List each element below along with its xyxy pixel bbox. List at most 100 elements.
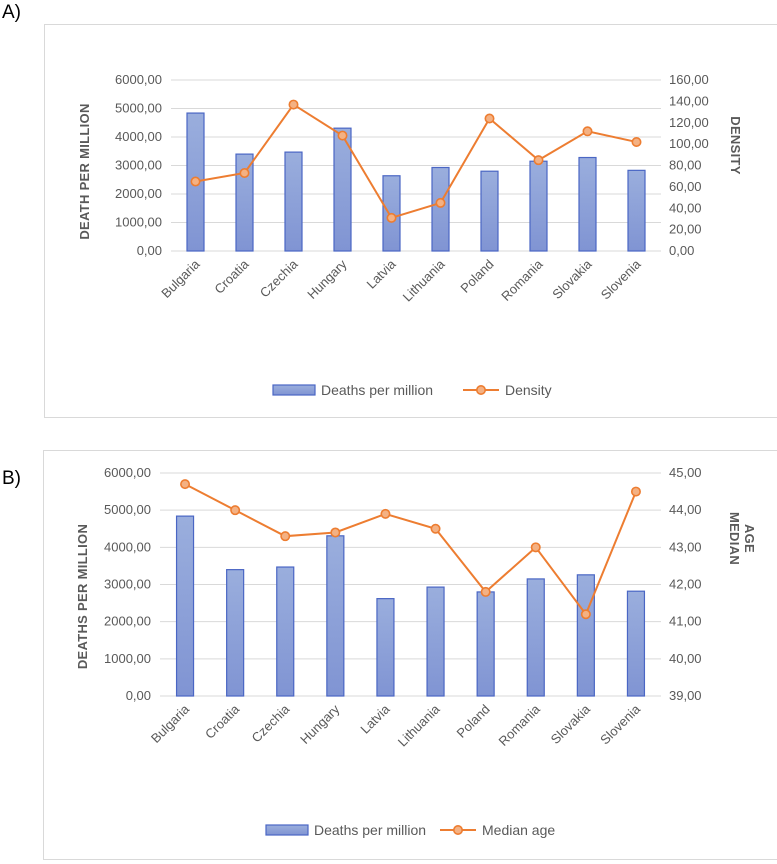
bar-hungary xyxy=(326,535,345,697)
category-label-slovakia: Slovakia xyxy=(549,256,595,302)
left-axis-tick-label: 2000,00 xyxy=(115,186,162,201)
right-axis-tick-label: 140,00 xyxy=(669,93,709,108)
line-point-poland xyxy=(484,113,495,124)
right-axis-tick-label: 45,00 xyxy=(669,465,702,480)
right-axis-tick-label: 100,00 xyxy=(669,136,709,151)
legend-line-marker xyxy=(475,384,486,395)
right-axis-tick-label: 43,00 xyxy=(669,539,702,554)
right-axis-title: AGE xyxy=(742,524,757,553)
right-axis-tick-label: 60,00 xyxy=(669,179,702,194)
bar-croatia xyxy=(235,153,254,252)
category-label-lithuania: Lithuania xyxy=(400,256,448,304)
bar-poland xyxy=(476,591,495,697)
bar-latvia xyxy=(376,598,395,697)
bar-lithuania xyxy=(426,586,445,697)
right-axis-tick-label: 40,00 xyxy=(669,200,702,215)
chart-b-frame: 0,00 1000,00 2000,00 3000,00 4000,00 5000,00 6… xyxy=(43,450,777,860)
category-label-hungary: Hungary xyxy=(297,701,343,747)
category-label-czechia: Czechia xyxy=(249,701,293,745)
left-axis-tick-label: 3000,00 xyxy=(115,158,162,173)
right-axis-tick-label: 40,00 xyxy=(669,651,702,666)
bar-romania xyxy=(526,578,545,697)
line-point-bulgaria xyxy=(190,176,201,187)
category-label-poland: Poland xyxy=(457,257,496,296)
legend: Deaths per million Median age xyxy=(265,822,555,838)
legend-line-marker xyxy=(452,824,463,835)
line-point-latvia xyxy=(380,508,391,519)
left-axis-tick-label: 5000,00 xyxy=(115,101,162,116)
left-axis-tick-label: 4000,00 xyxy=(104,539,151,554)
bar-romania xyxy=(529,160,548,252)
legend-bar-swatch xyxy=(265,824,309,836)
bar-slovenia xyxy=(626,590,646,697)
category-label-poland: Poland xyxy=(454,702,493,741)
left-axis-title: DEATH PER MILLION xyxy=(77,103,92,239)
bar-slovakia xyxy=(578,156,597,252)
legend-bar-label: Deaths per million xyxy=(321,382,433,398)
panel-b-label: B) xyxy=(2,468,21,489)
category-label-romania: Romania xyxy=(498,256,546,304)
category-label-slovakia: Slovakia xyxy=(548,701,594,747)
bar-czechia xyxy=(276,566,295,697)
left-axis-tick-label: 0,00 xyxy=(126,688,151,703)
line-point-poland xyxy=(480,586,491,597)
right-axis-tick-label: 44,00 xyxy=(669,502,702,517)
series-line-density xyxy=(195,103,637,220)
legend-bar-swatch xyxy=(272,384,316,396)
line-point-croatia xyxy=(239,167,250,178)
line-point-slovakia xyxy=(582,126,593,137)
right-axis-tick-label: 80,00 xyxy=(669,158,702,173)
series-line-median-age xyxy=(184,483,637,617)
category-label-romania: Romania xyxy=(495,701,543,749)
bar-slovenia xyxy=(627,169,646,252)
left-axis-tick-label: 4000,00 xyxy=(115,129,162,144)
category-label-croatia: Croatia xyxy=(202,701,243,742)
legend-line-label: Median age xyxy=(482,822,555,838)
category-label-slovenia: Slovenia xyxy=(597,701,643,747)
bar-bulgaria xyxy=(175,515,195,697)
category-label-bulgaria: Bulgaria xyxy=(148,701,193,746)
left-axis-tick-label: 1000,00 xyxy=(115,215,162,230)
line-point-czechia xyxy=(280,531,291,542)
category-label-czechia: Czechia xyxy=(257,256,301,300)
line-point-croatia xyxy=(230,505,241,516)
line-point-romania xyxy=(533,155,544,166)
right-axis-title: MEDIAN xyxy=(727,512,742,565)
line-point-slovenia xyxy=(631,136,642,147)
panel-a-label: A) xyxy=(2,2,21,23)
right-axis-tick-label: 20,00 xyxy=(669,222,702,237)
category-label-latvia: Latvia xyxy=(363,256,399,292)
line-point-hungary xyxy=(337,130,348,141)
right-axis-tick-label: 39,00 xyxy=(669,688,702,703)
category-label-hungary: Hungary xyxy=(304,256,350,302)
chart-a-frame: 0,00 1000,00 2000,00 3000,00 4000,00 5000,00 6… xyxy=(44,24,777,418)
category-label-slovenia: Slovenia xyxy=(598,256,644,302)
chart-b: 0,00 1000,00 2000,00 3000,00 4000,00 5000,00 6… xyxy=(75,465,757,838)
right-axis-tick-label: 42,00 xyxy=(669,577,702,592)
line-point-romania xyxy=(530,542,541,553)
category-label-croatia: Croatia xyxy=(211,256,252,297)
line-point-latvia xyxy=(386,212,397,223)
bar-hungary xyxy=(333,127,352,252)
left-axis-tick-label: 6000,00 xyxy=(115,72,162,87)
right-axis-tick-label: 0,00 xyxy=(669,243,694,258)
line-point-hungary xyxy=(330,527,341,538)
legend-line-label: Density xyxy=(505,382,552,398)
bar-czechia xyxy=(284,151,303,252)
left-axis-tick-label: 3000,00 xyxy=(104,577,151,592)
left-axis-tick-label: 2000,00 xyxy=(104,614,151,629)
right-axis-tick-label: 160,00 xyxy=(669,72,709,87)
chart-a: 0,00 1000,00 2000,00 3000,00 4000,00 5000,00 6… xyxy=(77,72,743,398)
right-axis-tick-label: 41,00 xyxy=(669,614,702,629)
line-point-lithuania xyxy=(430,523,441,534)
line-point-slovenia xyxy=(630,486,641,497)
bar-croatia xyxy=(226,569,245,697)
line-point-bulgaria xyxy=(180,479,191,490)
right-axis-title: DENSITY xyxy=(728,116,743,174)
left-axis-tick-label: 0,00 xyxy=(137,243,162,258)
left-axis-tick-label: 5000,00 xyxy=(104,502,151,517)
left-axis-tick-label: 1000,00 xyxy=(104,651,151,666)
left-axis-tick-label: 6000,00 xyxy=(104,465,151,480)
bar-lithuania xyxy=(431,166,450,252)
line-point-slovakia xyxy=(580,609,591,620)
